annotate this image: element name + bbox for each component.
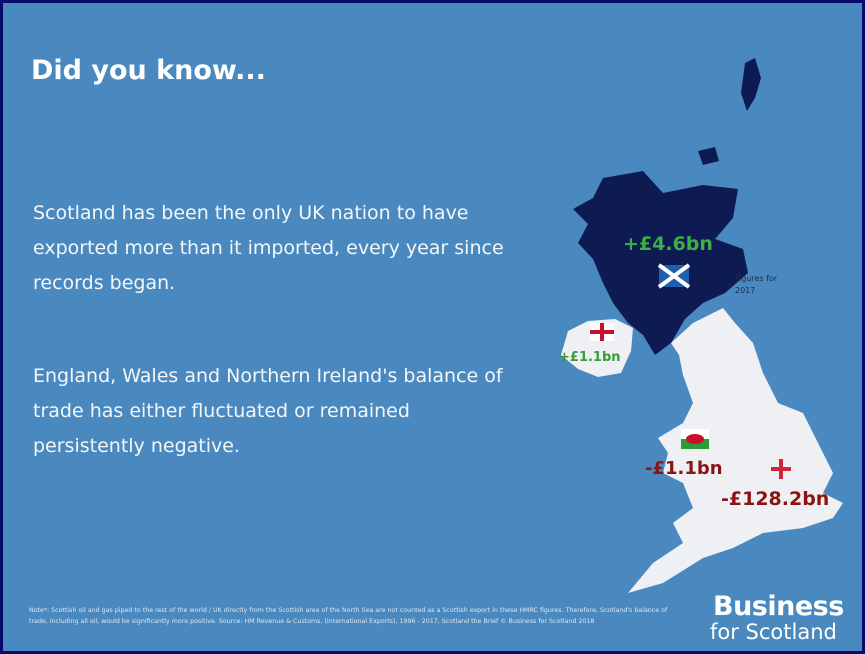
ni-balance: +£1.1bn bbox=[559, 350, 621, 365]
scotland bbox=[573, 171, 748, 355]
flag-cross bbox=[771, 467, 791, 471]
northern-ireland bbox=[561, 319, 633, 377]
paragraph: Scotland has been the only UK nation to … bbox=[33, 202, 504, 294]
wales-balance: -£1.1bn bbox=[645, 458, 723, 479]
saltire-flag bbox=[657, 263, 691, 289]
england-flag bbox=[771, 459, 791, 479]
logo: Business bbox=[713, 591, 844, 622]
england-wales bbox=[628, 308, 843, 593]
flag-dragon bbox=[686, 434, 704, 444]
paragraph: England, Wales and Northern Ireland's ba… bbox=[33, 365, 503, 457]
scotland-balance: +£4.6bn bbox=[623, 233, 713, 255]
ni-flag bbox=[590, 323, 614, 341]
footnote: Note*: Scottish oil and gas piped to the… bbox=[29, 607, 668, 625]
figures-note: Figures for 2017 bbox=[735, 274, 778, 295]
scotland-shape bbox=[573, 58, 761, 355]
orkney bbox=[698, 147, 719, 165]
other-nations bbox=[561, 308, 843, 593]
shetland bbox=[741, 58, 761, 111]
title: Did you know... bbox=[31, 55, 266, 86]
flag-cross bbox=[590, 330, 614, 334]
uk-map bbox=[561, 58, 843, 593]
logo: for Scotland bbox=[710, 620, 837, 644]
flag-cross bbox=[657, 263, 691, 289]
wales-flag bbox=[681, 429, 709, 449]
england-balance: -£128.2bn bbox=[721, 488, 830, 510]
